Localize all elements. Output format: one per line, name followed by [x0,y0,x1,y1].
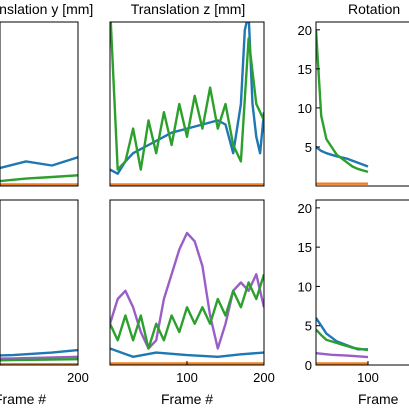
series-line-green [316,29,369,174]
axes-frame [315,21,409,187]
axes-frame [0,199,79,366]
y-tick-label: 10 [298,279,312,294]
x-tick-label: 200 [67,370,89,385]
series-line-green [110,22,264,171]
y-tick-label: 15 [298,240,312,255]
panel-title: Rotation [348,1,400,17]
series-group [316,317,369,365]
y-tick-label: 20 [298,23,312,38]
x-axis-label: Frame [358,391,399,407]
series-line-blue [110,347,264,358]
panel-1: Translation y [mm] [0,1,93,187]
y-tick-label: 0 [305,358,312,373]
x-tick-label: 100 [357,370,379,385]
series-line-green [110,273,264,350]
series-group [110,231,264,365]
series-line-green [316,328,369,352]
x-axis-label: Frame # [161,391,213,407]
series-group [110,22,264,186]
x-tick-label: 200 [253,370,275,385]
series-line-purple [0,355,78,360]
y-tick-label: 5 [305,319,312,334]
x-axis-label: Frame # [0,391,46,407]
panel-3: 5 10 15 20 Rotation [298,1,409,187]
panel-6: 0 5 10 15 20 100 Frame [298,199,409,407]
series-group [0,348,78,365]
panel-5: 100 200 Frame # [109,199,275,407]
series-line-green [0,174,78,183]
series-line-blue [316,146,369,168]
axes-frame [0,21,79,187]
y-tick-label: 15 [298,62,312,77]
axes-frame [109,21,265,187]
panel-title: Translation z [mm] [131,1,246,17]
y-tick-label: 20 [298,201,312,216]
panel-title: Translation y [mm] [0,1,93,17]
panel-2: Translation z [mm] [109,1,265,187]
y-tick-label: 10 [298,101,312,116]
series-line-purple [110,231,264,350]
x-tick-label: 100 [176,370,198,385]
series-line-blue [0,156,78,170]
series-line-purple [316,352,369,359]
series-group [0,156,78,186]
series-line-green [0,358,78,362]
series-group [316,29,369,185]
y-tick-label: 5 [305,140,312,155]
series-line-blue [0,348,78,357]
